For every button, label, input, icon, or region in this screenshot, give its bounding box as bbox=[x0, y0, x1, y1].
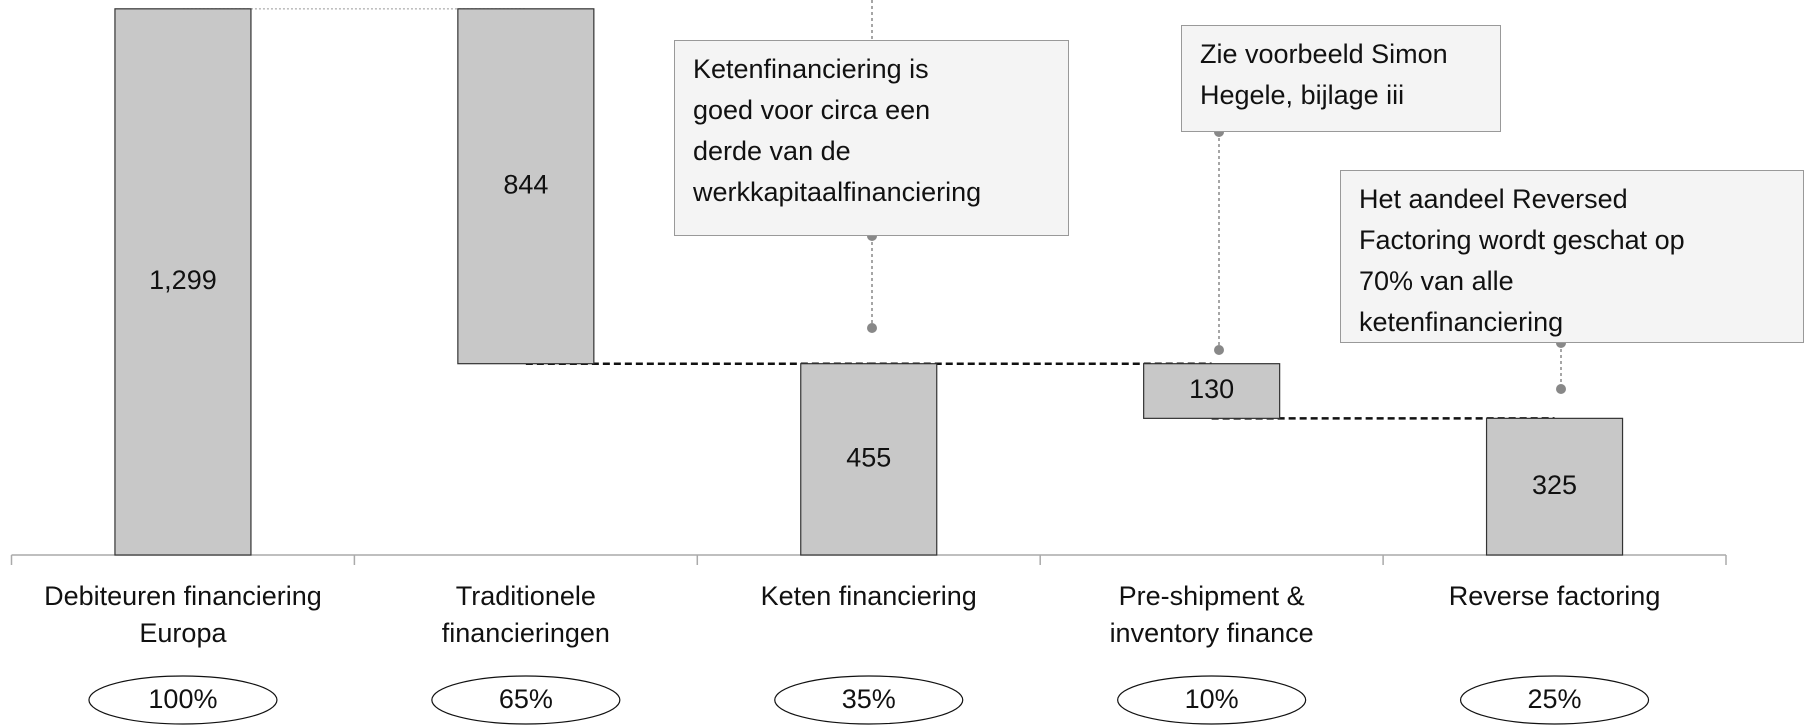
leader-dot bbox=[1556, 384, 1566, 394]
bar-label: 1,299 bbox=[149, 265, 217, 295]
share-ellipse bbox=[431, 675, 621, 725]
share-label: 35% bbox=[842, 684, 896, 714]
bar-label: 844 bbox=[503, 169, 548, 199]
share-ellipse bbox=[774, 675, 964, 725]
bar bbox=[1143, 363, 1281, 419]
share-label: 65% bbox=[499, 684, 553, 714]
x-tick-label: Traditionele financieringen bbox=[441, 581, 610, 648]
bar-label: 325 bbox=[1532, 470, 1577, 500]
share-label: 25% bbox=[1528, 684, 1582, 714]
bar bbox=[457, 8, 595, 365]
leader-dot bbox=[867, 323, 877, 333]
x-tick-label: Pre-shipment & inventory finance bbox=[1109, 581, 1314, 648]
leader-dot bbox=[1214, 345, 1224, 355]
annotation: Zie voorbeeld Simon Hegele, bijlage iii bbox=[1181, 25, 1501, 132]
x-tick-label: Reverse factoring bbox=[1448, 581, 1661, 611]
share-ellipse bbox=[1459, 675, 1650, 725]
share-label: 10% bbox=[1185, 684, 1239, 714]
share-ellipse bbox=[88, 675, 278, 725]
share-label: 100% bbox=[148, 684, 217, 714]
annotation: Het aandeel Reversed Factoring wordt ges… bbox=[1340, 170, 1804, 343]
bar bbox=[114, 8, 252, 556]
x-tick-label: Debiteuren financiering Europa bbox=[44, 581, 322, 648]
x-tick-label: Keten financiering bbox=[760, 581, 977, 611]
bar bbox=[1485, 417, 1624, 556]
bar bbox=[800, 363, 938, 556]
annotation: Ketenfinanciering is goed voor circa een… bbox=[674, 40, 1069, 236]
bar-label: 455 bbox=[846, 442, 891, 472]
bar-label: 130 bbox=[1189, 374, 1234, 404]
share-ellipse bbox=[1117, 675, 1307, 725]
